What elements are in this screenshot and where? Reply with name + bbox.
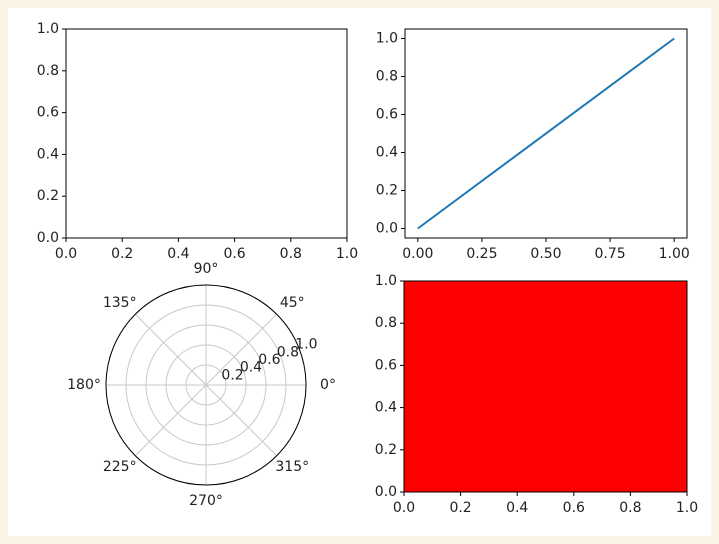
line: [417, 37, 675, 230]
x-tick-label: 1.0: [676, 500, 698, 516]
theta-grid: [134, 384, 207, 457]
axes-frame: [403, 280, 688, 493]
polar-spine: [105, 284, 307, 486]
x-tick-label: 0.8: [619, 500, 641, 516]
r-tick-label: 1.0: [295, 337, 317, 353]
y-tick-label: 0.4: [376, 145, 398, 161]
theta-tick-label: 135°: [103, 295, 137, 311]
x-tick-label: 0.50: [530, 246, 561, 262]
y-tick-label: 0.0: [375, 484, 397, 500]
theta-tick-label: 90°: [194, 261, 219, 277]
r-tick-label: 0.2: [221, 367, 243, 383]
y-tick-label: 0.4: [37, 146, 59, 162]
x-tick-label: 1.0: [336, 246, 358, 262]
y-tick-label: 0.4: [375, 400, 397, 416]
theta-tick-label: 225°: [103, 459, 137, 475]
y-tick-label: 0.0: [376, 221, 398, 237]
y-tick-label: 0.2: [376, 183, 398, 199]
axes-frame: [65, 28, 348, 239]
r-tick-label: 0.8: [277, 344, 299, 360]
y-tick-label: 0.6: [376, 107, 398, 123]
y-tick-label: 1.0: [375, 273, 397, 289]
x-tick-label: 0.6: [223, 246, 245, 262]
theta-grid: [205, 384, 278, 457]
x-tick-label: 0.00: [402, 246, 433, 262]
area: [404, 281, 687, 492]
y-tick-label: 0.0: [37, 230, 59, 246]
x-tick-label: 0.8: [280, 246, 302, 262]
x-tick-label: 1.00: [659, 246, 690, 262]
r-tick-label: 0.4: [240, 360, 262, 376]
x-tick-label: 0.75: [595, 246, 626, 262]
theta-tick-label: 315°: [275, 459, 309, 475]
y-tick-label: 0.2: [375, 442, 397, 458]
y-tick-label: 0.8: [375, 315, 397, 331]
x-tick-label: 0.25: [466, 246, 497, 262]
theta-tick-label: 0°: [320, 377, 336, 393]
theta-tick-label: 45°: [280, 295, 305, 311]
x-tick-label: 0.4: [167, 246, 189, 262]
theta-grid: [134, 313, 207, 386]
x-tick-label: 0.6: [563, 500, 585, 516]
x-tick-label: 0.0: [393, 500, 415, 516]
x-tick-label: 0.2: [111, 246, 133, 262]
r-tick-label: 0.6: [258, 352, 280, 368]
y-tick-label: 0.8: [376, 69, 398, 85]
theta-tick-label: 180°: [67, 377, 101, 393]
y-tick-label: 0.6: [375, 357, 397, 373]
x-tick-label: 0.0: [55, 246, 77, 262]
y-tick-label: 1.0: [376, 31, 398, 47]
theta-tick-label: 270°: [189, 493, 223, 509]
y-tick-label: 0.6: [37, 105, 59, 121]
y-tick-label: 0.8: [37, 63, 59, 79]
y-tick-label: 0.2: [37, 188, 59, 204]
y-tick-label: 1.0: [37, 21, 59, 37]
theta-grid: [205, 313, 278, 386]
x-tick-label: 0.2: [449, 500, 471, 516]
x-tick-label: 0.4: [506, 500, 528, 516]
